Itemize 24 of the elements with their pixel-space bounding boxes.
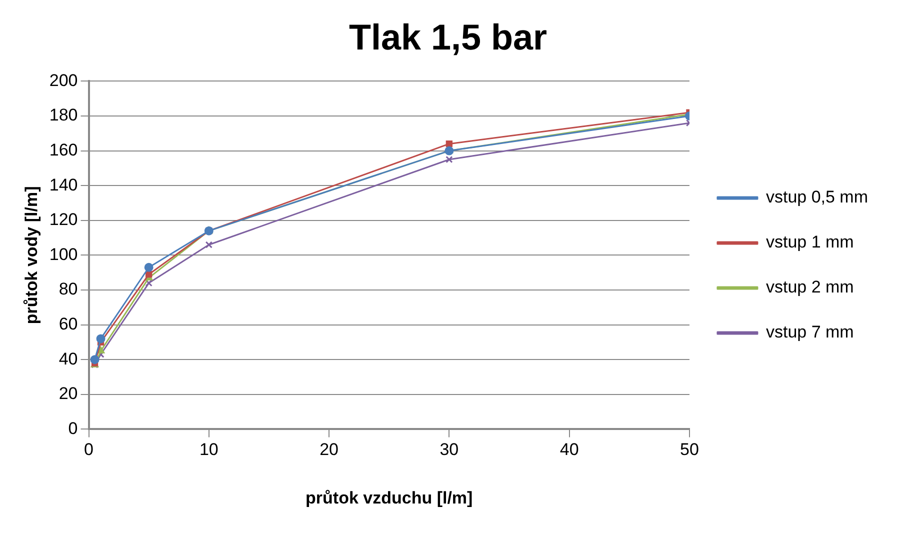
- x-tick-label: 30: [440, 440, 459, 460]
- y-tick-label: 120: [49, 210, 78, 230]
- y-tick-label: 80: [58, 280, 78, 299]
- legend-label: vstup 7 mm: [766, 322, 854, 342]
- x-tick-label: 50: [680, 440, 699, 460]
- y-tick-label: 140: [49, 175, 78, 194]
- x-axis-title: průtok vzduchu [l/m]: [306, 488, 473, 508]
- y-tick-label: 160: [49, 140, 78, 160]
- y-tick-label: 60: [58, 314, 78, 334]
- legend-label: vstup 0,5 mm: [766, 188, 868, 207]
- y-tick-label: 100: [49, 244, 78, 264]
- y-tick-label: 0: [68, 418, 78, 438]
- y-tick-label: 180: [49, 106, 78, 125]
- x-tick-label: 0: [84, 440, 94, 460]
- x-tick-label: 10: [199, 440, 218, 460]
- chart-title: Tlak 1,5 bar: [348, 16, 548, 58]
- x-tick-label: 40: [560, 440, 579, 460]
- x-tick-label: 20: [320, 440, 339, 460]
- legend-label: vstup 1 mm: [766, 232, 854, 252]
- y-tick-label: 40: [58, 349, 78, 368]
- y-axis-title: průtok vody [l/m]: [22, 186, 41, 324]
- y-tick-label: 200: [49, 70, 78, 90]
- y-tick-label: 20: [58, 384, 78, 404]
- legend-label: vstup 2 mm: [766, 278, 854, 297]
